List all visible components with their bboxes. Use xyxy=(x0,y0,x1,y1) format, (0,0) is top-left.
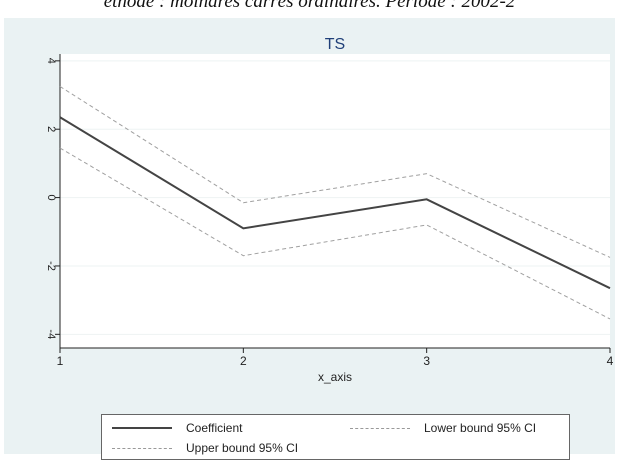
y-tick-label: 4 xyxy=(45,58,57,64)
x-tick-label: 1 xyxy=(57,354,64,368)
y-tick-label: -4 xyxy=(45,329,57,339)
chart-legend: Coefficient Lower bound 95% CI Upper bou… xyxy=(101,414,570,460)
axis-ticks: -4 -2 0 2 4 1 2 3 4 xyxy=(45,58,614,368)
legend-label: Upper bound 95% CI xyxy=(186,441,299,455)
y-tick-label: 0 xyxy=(45,195,57,201)
legend-swatch-solid xyxy=(112,427,172,429)
plot-area xyxy=(60,54,610,348)
legend-item-upper-bound: Upper bound 95% CI xyxy=(112,441,298,455)
x-tick-label: 3 xyxy=(423,354,430,368)
x-axis-label: x_axis xyxy=(318,370,352,384)
series-line-0 xyxy=(59,116,611,290)
line-chart: -4 -2 0 2 4 1 2 3 4 TS x_axis xyxy=(45,36,614,384)
legend-item-coefficient: Coefficient xyxy=(112,421,242,435)
y-tick-label: 2 xyxy=(45,126,57,132)
series-lines xyxy=(59,86,611,320)
legend-swatch-dashed xyxy=(112,447,172,449)
chart-panel: -4 -2 0 2 4 1 2 3 4 TS x_axis Coefficient Lower … xyxy=(4,18,615,460)
series-line-2 xyxy=(59,86,611,258)
series-line-1 xyxy=(59,147,611,320)
legend-swatch-dashed xyxy=(350,427,410,429)
legend-label: Coefficient xyxy=(186,421,243,435)
grid-lines xyxy=(60,60,610,335)
legend-item-lower-bound: Lower bound 95% CI xyxy=(350,421,536,435)
x-tick-label: 2 xyxy=(240,354,247,368)
x-tick-label: 4 xyxy=(607,354,614,368)
legend-label: Lower bound 95% CI xyxy=(424,421,537,435)
y-tick-label: -2 xyxy=(45,261,57,271)
figure-caption: ethode : moindres carrés ordinaires. Pér… xyxy=(103,0,516,12)
chart-title: TS xyxy=(325,36,345,53)
